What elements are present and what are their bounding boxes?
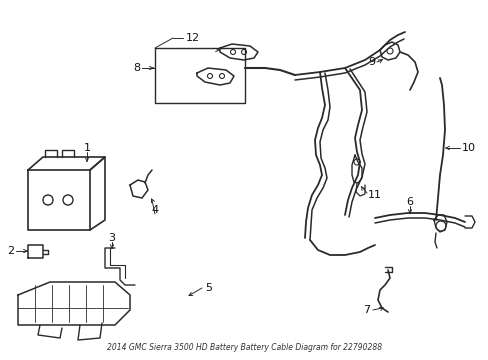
Text: 8: 8 [133, 63, 140, 73]
Text: 6: 6 [406, 197, 413, 207]
Text: 12: 12 [185, 33, 200, 43]
Text: 11: 11 [367, 190, 381, 200]
Text: 7: 7 [362, 305, 369, 315]
Text: 10: 10 [461, 143, 475, 153]
Text: 9: 9 [367, 57, 374, 67]
Text: 5: 5 [204, 283, 212, 293]
Text: 4: 4 [151, 205, 158, 215]
Text: 1: 1 [83, 143, 90, 153]
Text: 2014 GMC Sierra 3500 HD Battery Battery Cable Diagram for 22790288: 2014 GMC Sierra 3500 HD Battery Battery … [107, 343, 381, 352]
Text: 2: 2 [7, 246, 14, 256]
Text: 3: 3 [108, 233, 115, 243]
